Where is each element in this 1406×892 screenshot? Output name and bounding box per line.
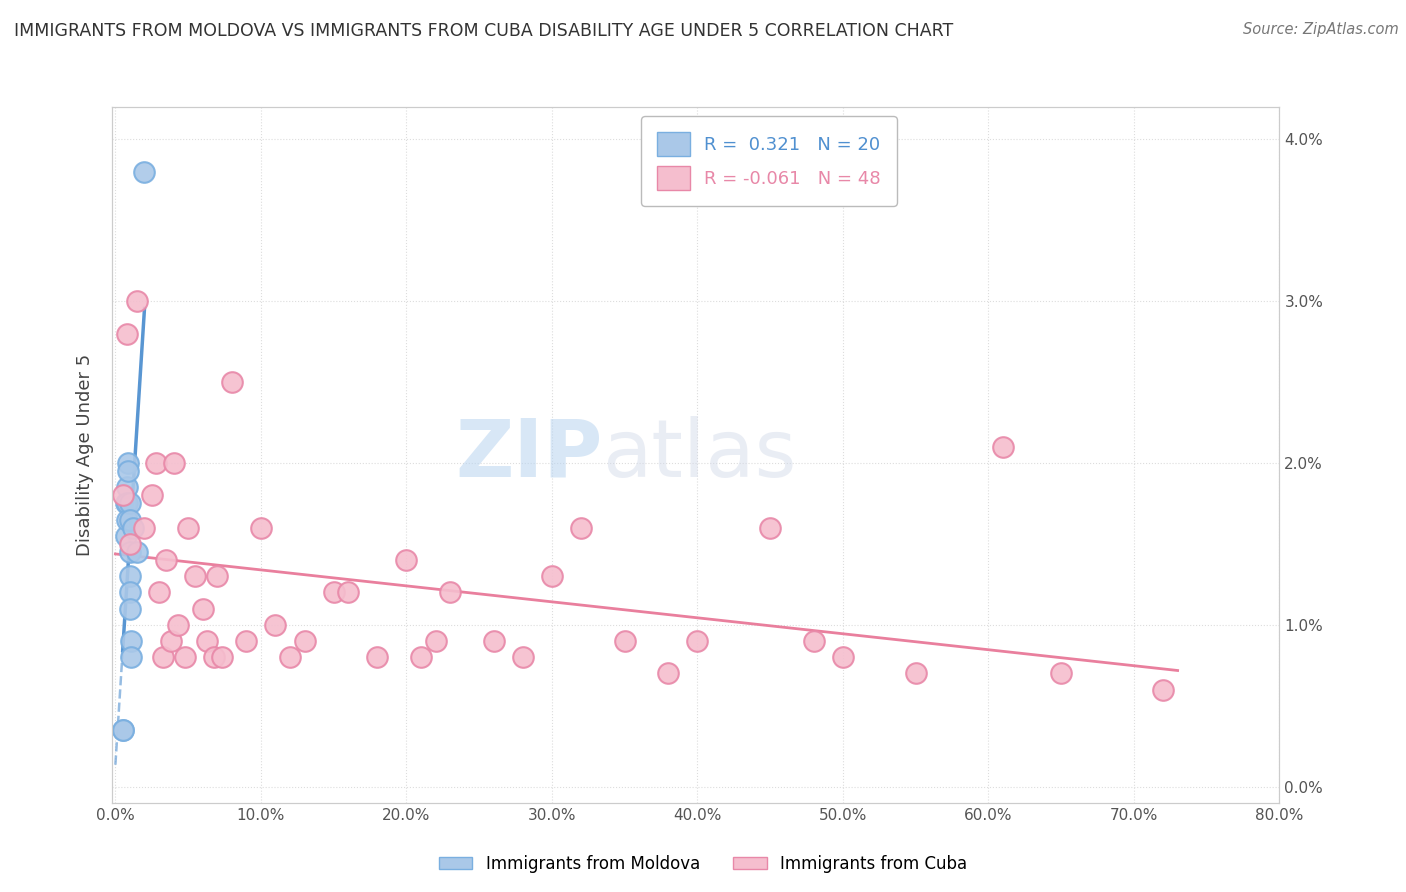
Point bbox=[159, 634, 181, 648]
Point bbox=[162, 456, 184, 470]
Point bbox=[541, 569, 564, 583]
Point bbox=[120, 650, 142, 665]
Point bbox=[127, 294, 149, 309]
Y-axis label: Disability Age Under 5: Disability Age Under 5 bbox=[76, 354, 94, 556]
Point bbox=[134, 165, 156, 179]
Point bbox=[482, 634, 505, 648]
Point bbox=[657, 666, 679, 681]
Point bbox=[118, 513, 141, 527]
Point bbox=[118, 545, 141, 559]
Point bbox=[120, 634, 142, 648]
Point bbox=[1152, 682, 1174, 697]
Point bbox=[121, 521, 143, 535]
Point bbox=[395, 553, 418, 567]
Point bbox=[409, 650, 432, 665]
Point bbox=[803, 634, 825, 648]
Point bbox=[832, 650, 855, 665]
Point bbox=[991, 440, 1014, 454]
Point bbox=[425, 634, 447, 648]
Legend: R =  0.321   N = 20, R = -0.061   N = 48: R = 0.321 N = 20, R = -0.061 N = 48 bbox=[641, 116, 897, 206]
Point bbox=[211, 650, 233, 665]
Point bbox=[250, 521, 273, 535]
Point bbox=[127, 545, 149, 559]
Point bbox=[118, 601, 141, 615]
Point bbox=[202, 650, 225, 665]
Point bbox=[366, 650, 388, 665]
Point bbox=[1050, 666, 1073, 681]
Point bbox=[264, 617, 287, 632]
Point bbox=[184, 569, 207, 583]
Point bbox=[115, 480, 138, 494]
Point bbox=[439, 585, 461, 599]
Point bbox=[118, 537, 141, 551]
Point bbox=[115, 326, 138, 341]
Point bbox=[235, 634, 257, 648]
Point bbox=[167, 617, 190, 632]
Point bbox=[117, 456, 139, 470]
Point bbox=[207, 569, 229, 583]
Point bbox=[145, 456, 167, 470]
Point bbox=[148, 585, 170, 599]
Text: Source: ZipAtlas.com: Source: ZipAtlas.com bbox=[1243, 22, 1399, 37]
Point bbox=[221, 375, 243, 389]
Point bbox=[613, 634, 636, 648]
Point bbox=[569, 521, 592, 535]
Text: ZIP: ZIP bbox=[456, 416, 603, 494]
Point bbox=[155, 553, 177, 567]
Text: IMMIGRANTS FROM MOLDOVA VS IMMIGRANTS FROM CUBA DISABILITY AGE UNDER 5 CORRELATI: IMMIGRANTS FROM MOLDOVA VS IMMIGRANTS FR… bbox=[14, 22, 953, 40]
Point bbox=[174, 650, 197, 665]
Point bbox=[117, 464, 139, 478]
Point bbox=[118, 569, 141, 583]
Point bbox=[337, 585, 360, 599]
Point bbox=[111, 723, 134, 737]
Point bbox=[134, 521, 156, 535]
Point bbox=[111, 723, 134, 737]
Point bbox=[114, 529, 136, 543]
Point bbox=[686, 634, 709, 648]
Point bbox=[759, 521, 782, 535]
Point bbox=[114, 496, 136, 510]
Point bbox=[322, 585, 344, 599]
Point bbox=[111, 488, 134, 502]
Point bbox=[294, 634, 316, 648]
Point bbox=[191, 601, 214, 615]
Point bbox=[177, 521, 200, 535]
Point bbox=[115, 513, 138, 527]
Point bbox=[141, 488, 163, 502]
Legend: Immigrants from Moldova, Immigrants from Cuba: Immigrants from Moldova, Immigrants from… bbox=[432, 848, 974, 880]
Text: atlas: atlas bbox=[603, 416, 797, 494]
Point bbox=[904, 666, 927, 681]
Point bbox=[118, 585, 141, 599]
Point bbox=[118, 496, 141, 510]
Point bbox=[115, 496, 138, 510]
Point bbox=[512, 650, 534, 665]
Point bbox=[152, 650, 174, 665]
Point bbox=[195, 634, 218, 648]
Point bbox=[278, 650, 301, 665]
